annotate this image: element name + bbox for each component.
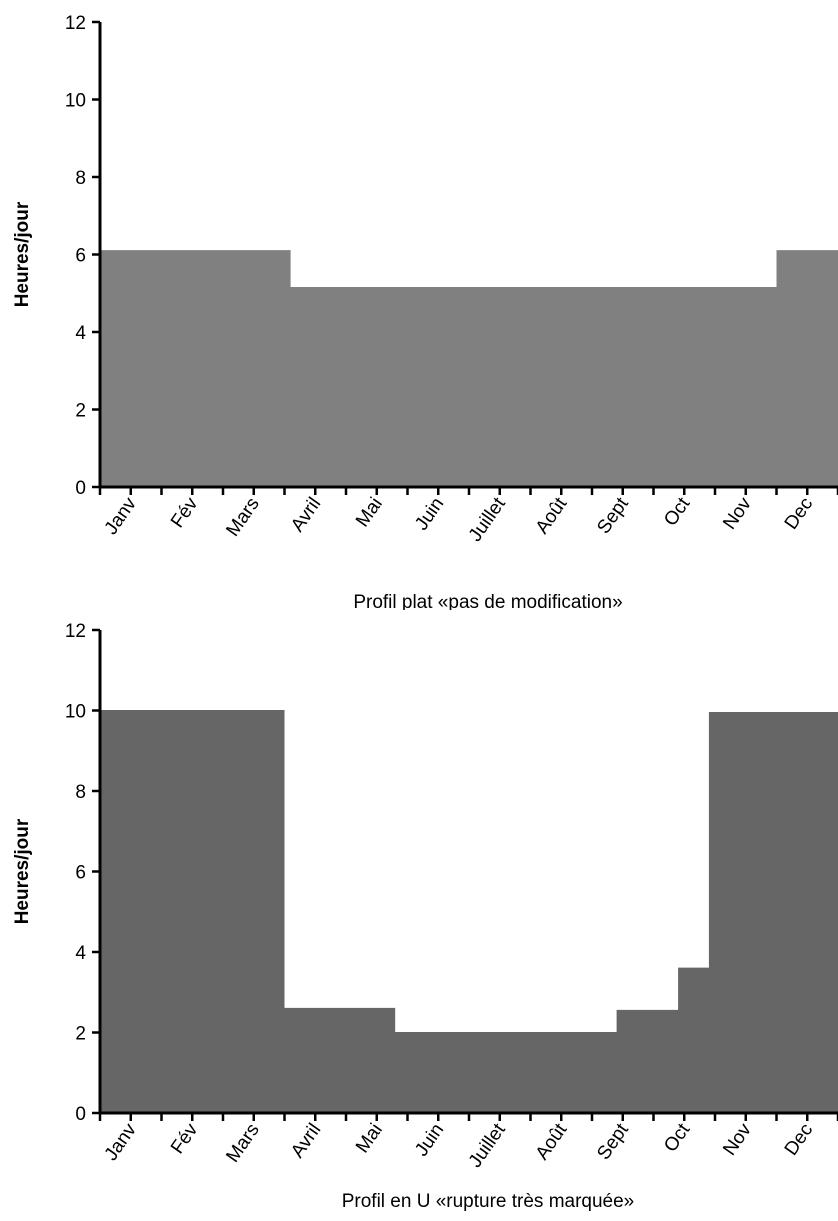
x-tick-label-flat: Dec <box>781 494 818 534</box>
x-tick-label-flat: Mars <box>222 494 263 541</box>
x-tick-label-u: Août <box>532 1119 572 1164</box>
x-tick-label-flat: Août <box>532 493 572 538</box>
x-tick-label-u: Dec <box>781 1120 818 1160</box>
y-tick-label-u: 8 <box>75 782 86 803</box>
x-tick-label-flat: Juin <box>411 494 448 535</box>
x-tick-label-flat: Sept <box>593 493 633 538</box>
x-tick-label-u: Janv <box>101 1119 142 1164</box>
y-tick-label-flat: 10 <box>65 91 86 112</box>
x-tick-label-flat: Oct <box>660 493 695 530</box>
chart-u-profile: 0 2 4 6 8 10 12 Janv Fév Mars Avril Mai Juin Juillet A… <box>0 610 838 1221</box>
area-series-u <box>100 710 838 1113</box>
y-tick-label-flat: 2 <box>75 401 86 422</box>
x-tick-label-u: Oct <box>660 1119 695 1156</box>
x-tick-label-u: Juin <box>411 1120 448 1161</box>
x-tick-label-flat: Avril <box>287 494 325 536</box>
y-tick-label-flat: 0 <box>75 478 86 499</box>
y-axis-title-u: Heures/jour <box>12 818 33 924</box>
y-tick-label-u: 12 <box>65 621 86 642</box>
x-tick-label-flat: Fév <box>167 493 203 531</box>
x-tick-label-flat: Mai <box>352 494 387 531</box>
x-tick-label-u: Sept <box>593 1119 633 1164</box>
y-tick-label-u: 4 <box>75 943 86 964</box>
area-series-flat <box>100 250 838 487</box>
x-tick-label-flat: Nov <box>719 493 756 533</box>
y-tick-label-u: 2 <box>75 1024 86 1045</box>
x-tick-label-u: Juillet <box>465 1119 510 1171</box>
y-tick-label-u: 6 <box>75 863 86 884</box>
x-tick-label-u: Avril <box>287 1120 325 1162</box>
y-tick-label-flat: 4 <box>75 323 86 344</box>
chart-caption-flat: Profil plat «pas de modification» <box>353 592 622 610</box>
chart-caption-u: Profil en U «rupture très marquée» <box>342 1191 635 1212</box>
x-tick-label-u: Nov <box>719 1119 756 1159</box>
x-tick-label-flat: Janv <box>101 493 142 538</box>
y-tick-label-flat: 8 <box>75 168 86 189</box>
x-tick-label-u: Mars <box>222 1120 263 1167</box>
y-tick-label-u: 10 <box>65 702 86 723</box>
x-tick-label-u: Mai <box>352 1120 387 1157</box>
chart-u-profile-svg: 0 2 4 6 8 10 12 Janv Fév Mars Avril Mai Juin Juillet A… <box>12 621 838 1212</box>
y-axis-title-flat: Heures/jour <box>12 201 33 307</box>
chart-flat-profile-svg: 0 2 4 6 8 10 12 Janv Fév Mars Avril Mai Juin Juillet A… <box>12 13 838 610</box>
y-tick-label-u: 0 <box>75 1104 86 1125</box>
y-tick-label-flat: 12 <box>65 13 86 34</box>
chart-flat-profile: 0 2 4 6 8 10 12 Janv Fév Mars Avril Mai Juin Juillet A… <box>0 0 838 610</box>
y-tick-label-flat: 6 <box>75 246 86 267</box>
x-tick-label-u: Fév <box>167 1119 203 1157</box>
x-tick-label-flat: Juillet <box>465 493 510 545</box>
